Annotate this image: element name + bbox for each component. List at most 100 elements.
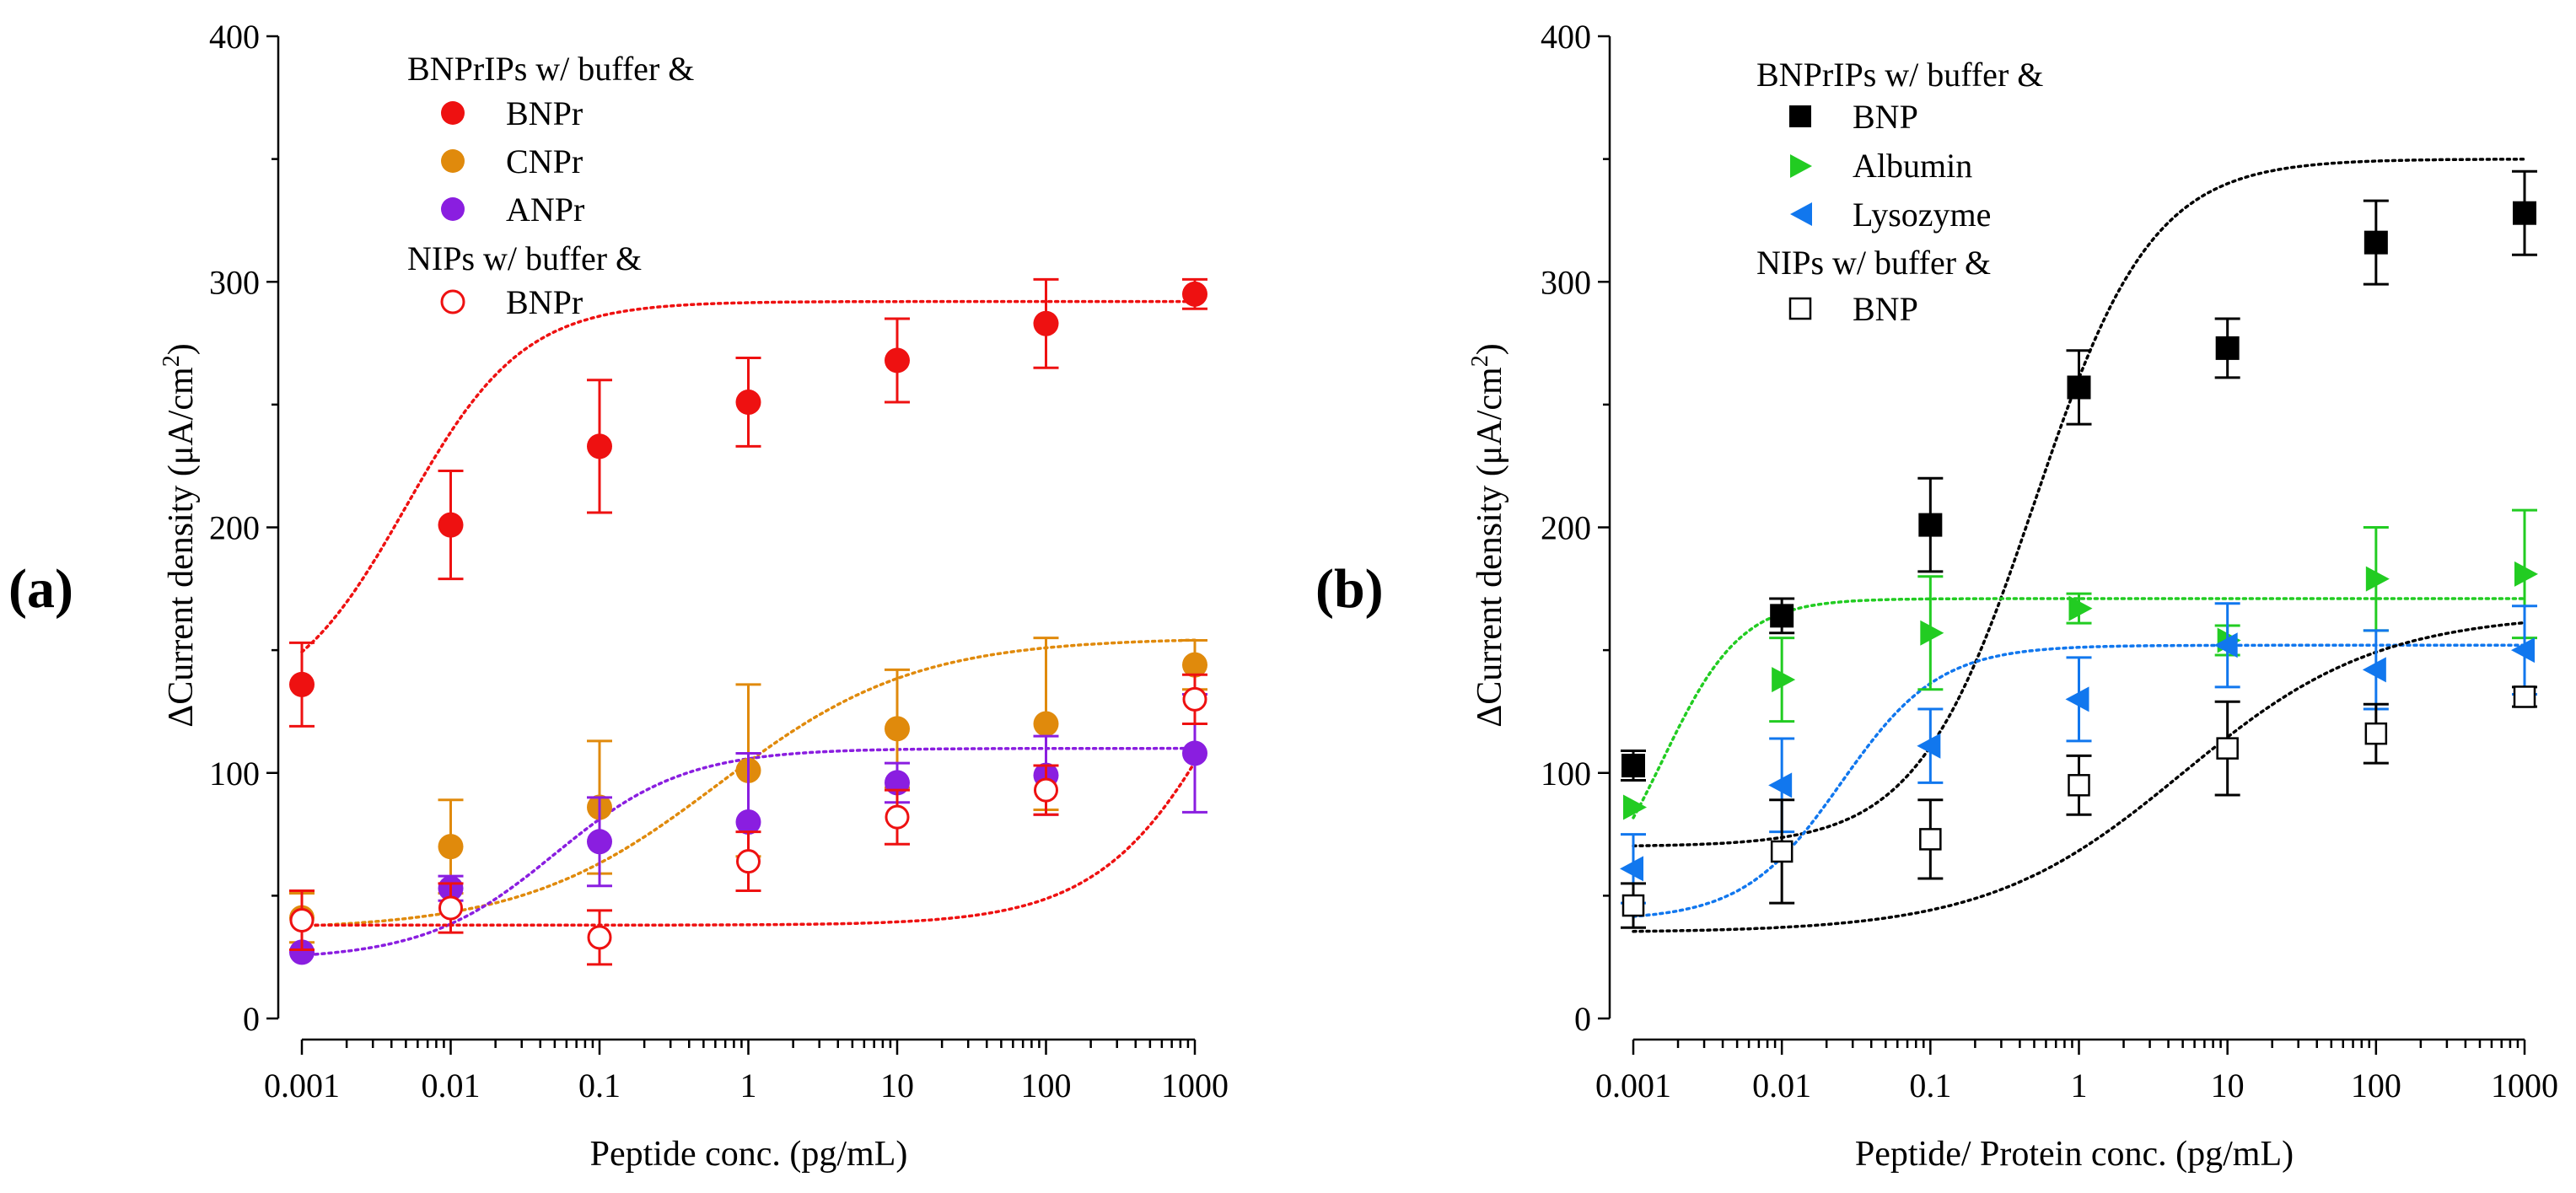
panel-a-x-axis-title: Peptide conc. (pg/mL): [590, 1135, 908, 1174]
panel-a-bnprips-bnpr-point: [438, 512, 464, 538]
panel-b-x-tick-label: 0.1: [1909, 1067, 1951, 1104]
panel-b-legend-marker-albumin: [1790, 154, 1812, 178]
panel-b-plot-area: 0 100 200 300 400 0.001 0.01 0.1 1 10 100 1000: [1541, 18, 2558, 1104]
panel-a-nips-bnpr-point: [438, 895, 463, 921]
panel-a-y-axis-title-end: ): [162, 343, 201, 355]
panel-b-x-tick-label: 1000: [2491, 1067, 2558, 1104]
panel-a-bnprips-bnpr-point: [1182, 281, 1207, 307]
panel-b-y-axis-title-sup: 2: [1467, 355, 1493, 367]
panel-b-y-axis-title-main: ΔCurrent density (μA/cm: [1471, 367, 1509, 728]
panel-a-legend-item-nip-bnpr: BNPr: [506, 283, 583, 321]
panel-a-bnprips-anpr-point: [1182, 740, 1207, 766]
panel-b-bnprips-bnp-point: [1621, 754, 1645, 778]
panel-b-bnprips-albumin-point: [1920, 620, 1944, 646]
panel-b-nips-bnp-point: [1770, 840, 1794, 863]
panel-b-bnprips-lysozyme-point: [2065, 686, 2089, 712]
panel-a-y-axis-title-sup: 2: [159, 355, 185, 367]
panel-a-legend-item-anpr: ANPr: [506, 191, 584, 228]
panel-a-bnprips-bnpr-point: [289, 671, 315, 697]
panel-b-x-tick-label: 1: [2071, 1067, 2088, 1104]
panel-b-legend-header-1: BNPrIPs w/ buffer &: [1756, 56, 2043, 94]
panel-b-y-axis-title-end: ): [1471, 343, 1509, 355]
panel-a-x-tick-label: 1: [740, 1067, 757, 1104]
panel-b-bnprips-lysozyme-point: [2511, 637, 2535, 664]
panel-a-bnprips-cnpr-point: [1182, 652, 1207, 678]
panel-b-nips-bnp-point: [2216, 737, 2239, 760]
panel-b-y-tick-label: 200: [1541, 509, 1591, 547]
panel-b-x-tick-label: 0.001: [1595, 1067, 1671, 1104]
panel-a-y-axis-title: ΔCurrent density (μA/cm2): [159, 343, 201, 727]
panel-a-bnprips-bnpr-point: [1033, 310, 1059, 336]
panel-b-nips-bnp-point: [2364, 722, 2388, 745]
panel-b-x-tick-label: 0.01: [1752, 1067, 1811, 1104]
panel-a-bnprips-cnpr-point: [438, 834, 464, 860]
panel-b-bnprips-albumin-point: [2514, 561, 2538, 587]
panel-a-x-tick-label: 1000: [1161, 1067, 1229, 1104]
panel-a-nips-bnpr-point: [1034, 777, 1058, 803]
panel-a-bnprips-bnpr-point: [587, 433, 612, 459]
panel-a-legend-item-cnpr: CNPr: [506, 142, 583, 180]
panel-a-x-tick-label: 10: [880, 1067, 914, 1104]
panel-a-legend-marker-cnpr: [441, 149, 465, 173]
panel-b-bnprips-bnp-point: [1918, 513, 1943, 537]
panel-b-y-tick-label: 400: [1541, 18, 1591, 56]
panel-a-bnprips-anpr-point: [289, 939, 315, 965]
panel-a-legend: BNPrIPs w/ buffer & BNPr CNPr ANPr NIPs …: [407, 50, 694, 321]
panel-b-bnprips-albumin-point: [2068, 595, 2093, 621]
panel-b-bnprips-bnp-point: [2513, 201, 2536, 225]
panel-b-legend-item-albumin: Albumin: [1853, 147, 1972, 185]
panel-a-legend-marker-anpr: [441, 197, 465, 221]
panel-a-fit-curve-bnprips-bnpr: [300, 299, 1197, 654]
panel-a-label: (a): [8, 558, 73, 620]
panel-a-y-axis-title-main: ΔCurrent density (μA/cm: [162, 367, 201, 728]
panel-a-legend-header-2: NIPs w/ buffer &: [407, 239, 642, 277]
panel-a-y-tick-label: 400: [209, 18, 260, 56]
panel-a-bnprips-anpr-point: [587, 829, 612, 855]
panel-b-bnprips-bnp-point: [2215, 336, 2240, 360]
panel-b-bnprips-albumin-point: [1772, 667, 1796, 693]
panel-b-legend-item-bnp: BNP: [1853, 98, 1918, 136]
panel-b-nips-bnp-point: [2068, 774, 2090, 797]
panel-a-legend-item-bnpr: BNPr: [506, 94, 583, 132]
panel-b-bnprips-bnp-point: [2364, 230, 2388, 255]
panel-b-bnprips-albumin-point: [1623, 794, 1647, 820]
panel-b-legend: BNPrIPs w/ buffer & BNP Albumin Lysozyme…: [1756, 56, 2043, 328]
panel-b-x-tick-label: 10: [2211, 1067, 2245, 1104]
panel-b-y-tick-label: 0: [1574, 1000, 1591, 1038]
panel-b-bnprips-lysozyme-point: [1620, 856, 1643, 882]
panel-b-nips-bnp-point: [1621, 894, 1645, 917]
panel-b-legend-item-lysozyme: Lysozyme: [1853, 196, 1991, 234]
panel-a-legend-marker-bnpr: [441, 101, 465, 125]
panel-b-legend-marker-lysozyme: [1790, 202, 1812, 226]
panel-a-x-tick-label: 0.1: [578, 1067, 621, 1104]
panel-a-bnprips-anpr-point: [735, 809, 761, 835]
panel-b-nips-bnp-point: [2513, 685, 2536, 708]
panel-a-nips-bnpr-point: [1182, 686, 1207, 712]
panel-b-bnprips-lysozyme-point: [1917, 733, 1941, 759]
panel-a-x-tick-label: 0.001: [264, 1067, 340, 1104]
panel-a-bnprips-bnpr-point: [885, 347, 910, 373]
panel-a-nips-bnpr-point: [587, 925, 612, 950]
panel-b-x-tick-label: 100: [2351, 1067, 2401, 1104]
panel-a-x-tick-label: 0.01: [422, 1067, 481, 1104]
panel-a-plot-area: 0 100 200 300 400 0.001 0.01 0.1 1 10 100 1000: [209, 18, 1229, 1104]
panel-b-bnprips-albumin-point: [2365, 566, 2390, 592]
panel-b-bnprips-bnp-point: [2067, 375, 2091, 400]
panel-a-legend-header-1: BNPrIPs w/ buffer &: [407, 50, 694, 88]
panel-a-y-tick-label: 100: [209, 755, 260, 793]
panel-b-legend-item-nip-bnp: BNP: [1853, 290, 1918, 328]
panel-a-x-tick-label: 100: [1021, 1067, 1072, 1104]
panel-b-bnprips-bnp-point: [1770, 604, 1794, 628]
panel-b-x-axis-title: Peptide/ Protein conc. (pg/mL): [1855, 1135, 2294, 1174]
panel-a-nips-bnpr-point: [289, 908, 315, 932]
panel-b-label: (b): [1315, 558, 1384, 620]
panel-b-y-tick-label: 300: [1541, 263, 1591, 301]
panel-a-nips-bnpr-point: [885, 804, 910, 830]
panel-b-y-tick-label: 100: [1541, 755, 1591, 793]
panel-b-bnprips-lysozyme-point: [2213, 632, 2238, 658]
panel-a-y-tick-label: 300: [209, 263, 260, 301]
panel-b-legend-marker-bnp: [1789, 105, 1811, 127]
